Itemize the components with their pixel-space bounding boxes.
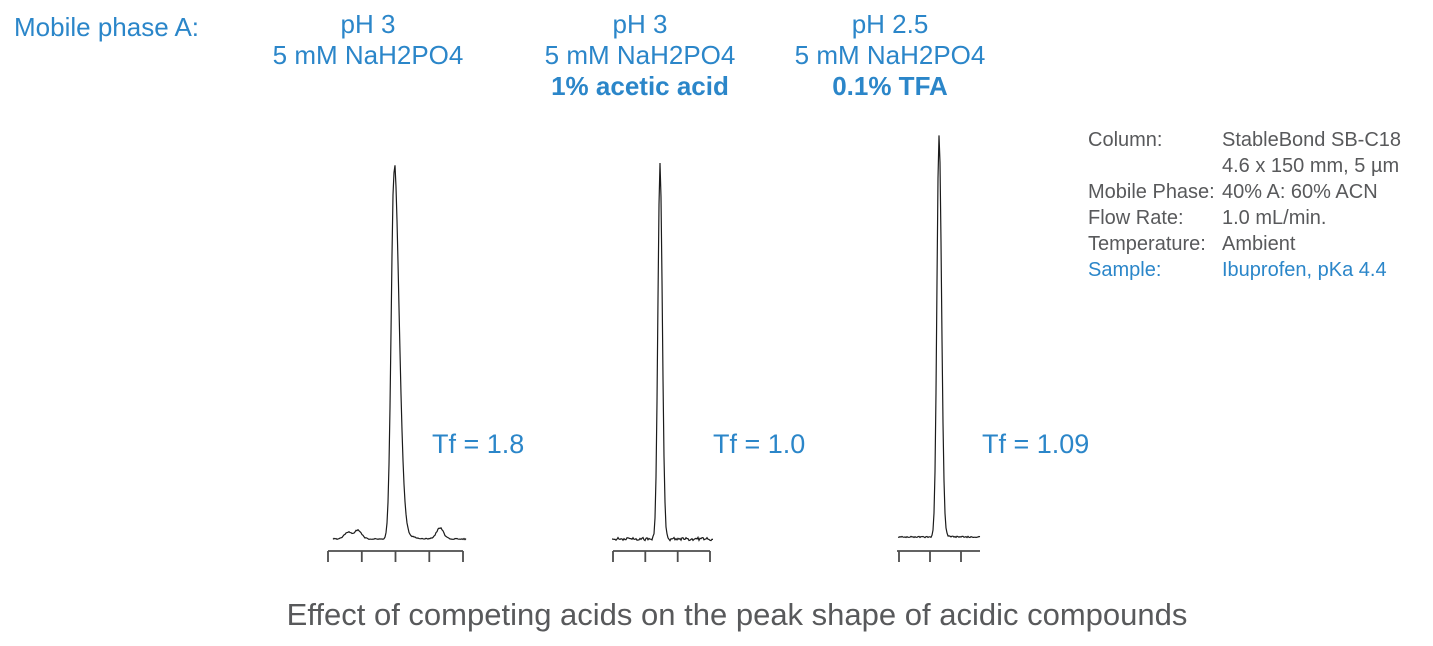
chromatogram-time-axis [897,550,980,562]
method-label: Mobile Phase: [1088,181,1215,203]
method-label: Column: [1088,129,1163,151]
condition-line: pH 3 [612,9,668,39]
method-row: 4.6 x 150 mm, 5 µm [1088,153,1401,179]
method-label: Flow Rate: [1088,207,1184,229]
figure-caption: Effect of competing acids on the peak sh… [286,597,1188,632]
chromatogram-time-axis [612,550,711,562]
method-value: 1.0 mL/min. [1222,207,1327,229]
chromatogram-trace [332,165,467,541]
condition-line: 5 mM NaH2PO4 [794,40,986,70]
method-table: Column: StableBond SB-C18 4.6 x 150 mm, 5 … [1088,127,1401,283]
tf-annotation: Tf = 1.8 [432,429,525,459]
condition-line: 1% acetic acid [551,71,729,101]
chromatogram-time-axis [327,550,464,562]
tf-annotation: Tf = 1.0 [713,429,806,459]
method-row: Mobile Phase: 40% A: 60% ACN [1088,179,1401,205]
method-row: Flow Rate: 1.0 mL/min. [1088,205,1401,231]
condition-line: 0.1% TFA [832,71,948,101]
mobile-phase-a-label: Mobile phase A: [14,12,200,42]
method-value: 40% A: 60% ACN [1222,181,1378,203]
method-label [1088,153,1222,179]
method-row: Temperature: Ambient [1088,231,1401,257]
condition-line: 5 mM NaH2PO4 [272,40,464,70]
condition-line: pH 2.5 [851,9,929,39]
chromatogram-trace [897,135,981,539]
method-value: StableBond SB-C18 [1222,129,1402,151]
condition-header: pH 2.5 5 mM NaH2PO4 0.1% TFA [795,9,986,102]
method-value: Ambient [1222,233,1296,255]
method-label: Sample: [1088,259,1162,281]
condition-line: 5 mM NaH2PO4 [544,40,736,70]
method-value: Ibuprofen, pKa 4.4 [1222,259,1387,281]
tf-annotation: Tf = 1.09 [982,429,1090,459]
chromatogram-trace [611,162,714,542]
method-value: 4.6 x 150 mm, 5 µm [1222,155,1400,177]
method-row: Sample: Ibuprofen, pKa 4.4 [1088,257,1401,283]
method-label: Temperature: [1088,233,1206,255]
condition-line: pH 3 [340,9,396,39]
method-row: Column: StableBond SB-C18 [1088,127,1401,153]
